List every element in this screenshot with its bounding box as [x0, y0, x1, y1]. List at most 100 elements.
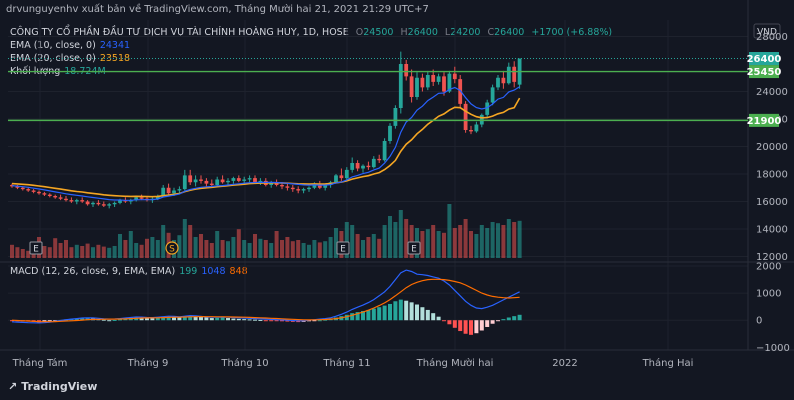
ema20-legend[interactable]: EMA (20, close, 0) 23518	[10, 53, 130, 64]
candle-body	[361, 165, 365, 169]
macd-histogram-bar	[188, 316, 193, 321]
macd-histogram-bar	[280, 320, 284, 322]
macd-histogram-bar	[150, 318, 155, 321]
macd-histogram-bar	[177, 317, 182, 321]
candle-body	[199, 179, 203, 181]
time-axis-label: 2022	[552, 358, 577, 369]
ema10-value: 24341	[99, 40, 131, 51]
macd-histogram-bar	[506, 317, 511, 321]
volume-bar	[204, 240, 209, 258]
macd-histogram-bar	[47, 320, 52, 322]
candle-body	[355, 163, 360, 169]
volume-bar	[285, 237, 290, 258]
volume-bar	[361, 240, 365, 258]
macd-histogram-bar	[74, 318, 79, 321]
tradingview-logo-icon: ↗	[8, 380, 18, 393]
macd-histogram-bar	[517, 314, 522, 321]
volume-bar	[220, 240, 225, 258]
volume-bar	[231, 237, 236, 258]
macd-histogram-bar	[469, 320, 473, 335]
volume-bar	[334, 228, 338, 258]
candle-body	[26, 189, 31, 191]
candle-body	[85, 201, 90, 205]
volume-bar	[263, 240, 268, 258]
macd-histogram-bar	[263, 320, 268, 322]
symbol-legend: CÔNG TY CỔ PHẦN ĐẦU TƯ DỊCH VỤ TÀI CHÍNH…	[10, 27, 612, 38]
ema10-legend[interactable]: EMA (10, close, 0) 24341	[10, 40, 130, 51]
volume-bar	[123, 240, 128, 258]
volume-bar	[247, 243, 252, 258]
tradingview-logo[interactable]: ↗ TradingView	[8, 380, 97, 393]
candle-body	[112, 202, 117, 205]
macd-histogram-bar	[226, 318, 230, 321]
macd-line	[11, 269, 520, 324]
candle-body	[398, 64, 403, 108]
candle-body	[425, 75, 430, 88]
macd-histogram-bar	[442, 320, 446, 322]
macd-legend[interactable]: MACD (12, 26, close, 9, EMA, EMA) 199 1048…	[10, 266, 248, 277]
volume-bar	[398, 210, 403, 258]
candle-body	[452, 73, 457, 80]
macd-histogram-bar	[485, 320, 490, 327]
macd-histogram-bar	[479, 320, 484, 331]
volume-bar	[350, 225, 355, 258]
volume-bar	[80, 246, 85, 258]
candle-body	[512, 66, 517, 82]
macd-histogram-bar	[377, 307, 382, 321]
volume-bar	[15, 247, 20, 258]
high-value: 26400	[407, 27, 438, 38]
macd-histogram-bar	[285, 320, 290, 322]
candle-body	[10, 185, 14, 187]
candle-body	[253, 178, 257, 183]
volume-bar	[323, 241, 328, 258]
candle-body	[393, 108, 398, 126]
macd-line-value: 1048	[201, 266, 226, 277]
volume-bar	[452, 228, 457, 258]
volume-bar	[371, 234, 376, 258]
macd-histogram-bar	[242, 319, 247, 321]
volume-bar	[128, 231, 133, 258]
macd-histogram-bar	[350, 313, 355, 321]
macd-histogram-bar	[161, 317, 166, 321]
candle-body	[53, 196, 58, 198]
macd-histogram-bar	[344, 314, 349, 321]
candle-body	[231, 178, 236, 181]
low-value: 24200	[450, 27, 481, 38]
macd-histogram-bar	[415, 304, 419, 321]
volume-bar	[91, 247, 95, 258]
candle-body	[31, 190, 36, 192]
price-tick-label: 28000	[756, 32, 788, 43]
macd-histogram-bar	[209, 318, 214, 321]
macd-tick-label: 0	[756, 316, 762, 327]
macd-histogram-bar	[366, 309, 371, 321]
symbol-name[interactable]: CÔNG TY CỔ PHẦN ĐẦU TƯ DỊCH VỤ TÀI CHÍNH…	[10, 27, 349, 38]
candle-body	[177, 189, 182, 191]
macd-anchor	[749, 309, 750, 310]
macd-tick-label: 1000	[756, 289, 781, 300]
earnings-event-icon	[407, 241, 421, 255]
volume-bar	[393, 222, 398, 258]
volume-bar	[258, 238, 263, 258]
volume-bar	[269, 243, 274, 258]
candle-body	[134, 197, 139, 201]
candle-body	[204, 180, 209, 184]
macd-histogram-bar	[112, 319, 117, 321]
candle-body	[404, 64, 409, 77]
volume-bar	[388, 216, 392, 258]
change-value: +1700 (+6.88%)	[531, 27, 613, 38]
candle-body	[15, 186, 20, 188]
candle-body	[209, 183, 214, 185]
volume-bar	[226, 241, 230, 258]
candle-body	[220, 179, 225, 183]
volume-bar	[253, 234, 257, 258]
open-value: 24500	[363, 27, 394, 38]
volume-bar	[177, 235, 182, 258]
macd-signal-line	[11, 278, 520, 323]
candle-body	[242, 179, 247, 181]
volume-bar	[517, 220, 522, 258]
price-tick-label: 14000	[756, 225, 788, 236]
volume-bar	[118, 234, 122, 258]
macd-histogram-bar	[317, 320, 322, 322]
candle-body	[447, 73, 452, 92]
